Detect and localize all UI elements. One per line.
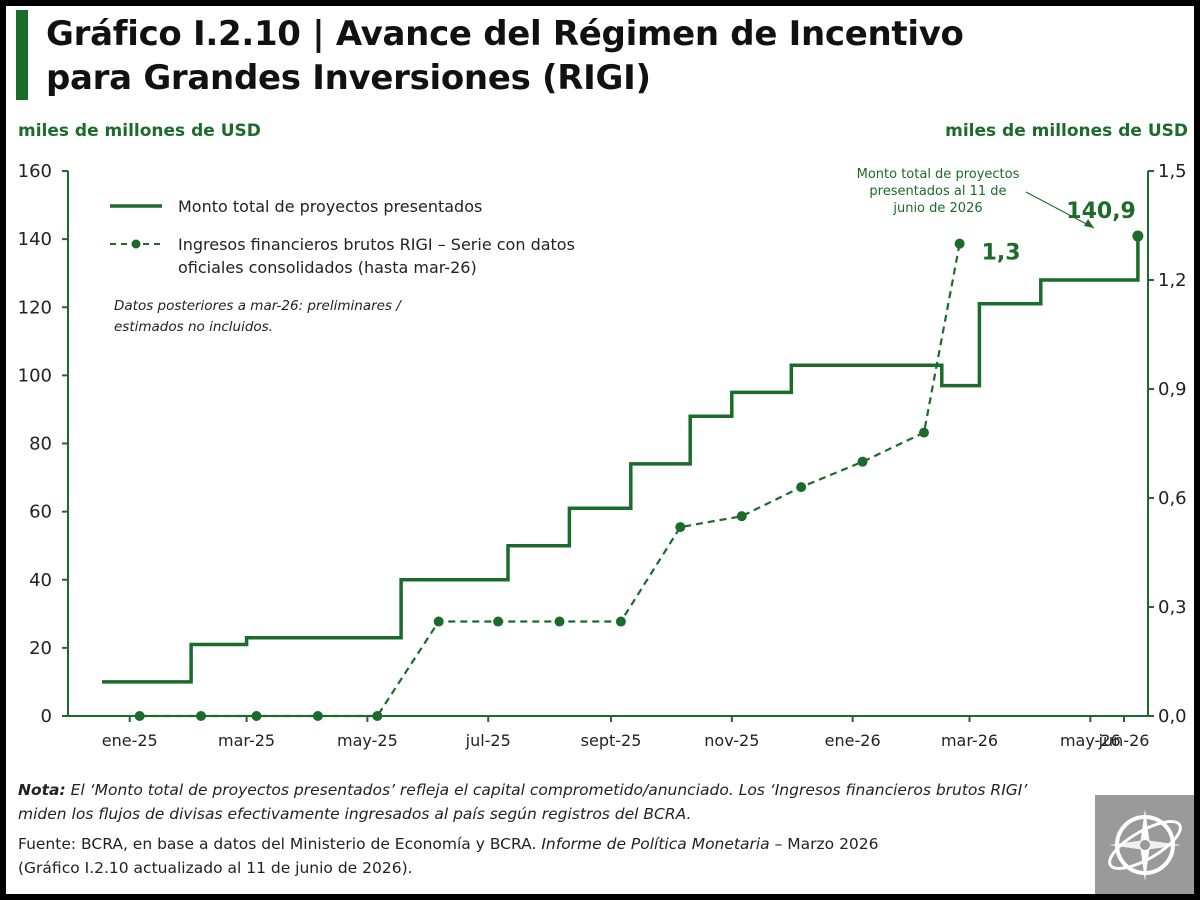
legend-label-monto: Monto total de proyectos presentados: [178, 197, 482, 216]
left-y-tick-label: 0: [41, 706, 52, 727]
left-y-tick-label: 80: [29, 434, 52, 455]
left-y-tick-label: 60: [29, 502, 52, 523]
series-layer: 140,9 1,3: [102, 199, 1144, 721]
left-axis-unit: miles de millones de USD: [18, 121, 261, 141]
right-axis-unit: miles de millones de USD: [945, 121, 1188, 141]
left-y-tick-label: 40: [29, 570, 52, 591]
legend-note-line2: estimados no incluidos.: [114, 319, 273, 335]
legend-label-ingresos-line1: Ingresos financieros brutos RIGI – Serie…: [178, 235, 575, 254]
data-point-ingresos: [493, 616, 504, 627]
right-y-tick-label: 0,6: [1158, 488, 1187, 509]
note-text: El ‘Monto total de proyectos presentados…: [18, 781, 1028, 823]
right-y-tick-label: 0,9: [1158, 379, 1187, 400]
data-point-ingresos: [372, 711, 383, 721]
annotation-monto-total: Monto total de proyectos presentados al …: [857, 167, 1095, 229]
annotation-arrowhead: [1084, 219, 1094, 228]
note-paragraph: Nota: El ‘Monto total de proyectos prese…: [18, 778, 1078, 826]
data-point-ingresos: [554, 616, 565, 627]
data-point-ingresos: [736, 511, 747, 522]
data-point-ingresos: [954, 238, 965, 249]
data-point-ingresos: [918, 427, 929, 438]
left-y-tick-label: 100: [18, 365, 52, 386]
data-point-ingresos: [134, 711, 145, 721]
x-tick-label: mar-25: [218, 731, 275, 750]
annotation-line2: presentados al 11 de: [869, 184, 1006, 199]
x-tick-label: sept-25: [581, 731, 642, 750]
x-tick-label: mar-26: [941, 731, 998, 750]
footer-notes: Nota: El ‘Monto total de proyectos prese…: [18, 778, 1078, 880]
title-line-1: Gráfico I.2.10 | Avance del Régimen de I…: [46, 14, 964, 54]
data-point-ingresos: [796, 482, 807, 493]
annotation-line1: Monto total de proyectos: [857, 167, 1020, 182]
data-point-ingresos: [857, 456, 868, 467]
data-point-ingresos: [196, 711, 207, 721]
series-line-ingresos: [139, 243, 961, 718]
right-y-tick-label: 1,2: [1158, 270, 1187, 291]
left-y-tick-label: 20: [29, 638, 52, 659]
tick-labels: 0 20 40 60 80 100 120 140 160 0,0 0,3 0,6 0,9 1,2 1,5 e…: [18, 161, 1187, 750]
left-y-tick-label: 120: [18, 297, 52, 318]
endpoint-marker-monto: [1132, 230, 1144, 242]
x-tick-label: ene-25: [102, 731, 158, 750]
x-tick-label: may-25: [337, 731, 398, 750]
left-y-tick-label: 160: [18, 161, 52, 182]
x-tick-label: jul-25: [465, 731, 511, 750]
data-point-ingresos: [433, 616, 444, 627]
data-point-ingresos: [615, 616, 626, 627]
x-tick-label: nov-25: [704, 731, 759, 750]
end-label-ingresos: 1,3: [982, 241, 1021, 266]
annotation-line3: junio de 2026: [892, 201, 982, 216]
right-y-tick-label: 0,0: [1158, 706, 1187, 727]
title-accent-bar: [16, 10, 28, 100]
annotation-arrow: [1025, 191, 1095, 229]
chart-plot: miles de millones de USD miles de millon…: [18, 121, 1188, 750]
note-label: Nota:: [18, 781, 66, 799]
left-y-tick-label: 140: [18, 229, 52, 250]
legend-note-line1: Datos posteriores a mar-26: preliminares…: [114, 298, 402, 314]
x-tick-label: may-26: [1060, 731, 1121, 750]
data-point-ingresos: [675, 522, 686, 533]
title-line-2: para Grandes Inversiones (RIGI): [46, 58, 651, 98]
legend-marker-ingresos: [131, 239, 141, 249]
right-y-tick-label: 0,3: [1158, 597, 1187, 618]
legend-label-ingresos-line2: oficiales consolidados (hasta mar-26): [178, 258, 477, 277]
source-suffix: – Marzo 2026: [769, 835, 879, 853]
compass-globe-icon: [1095, 795, 1194, 894]
end-label-monto: 140,9: [1066, 199, 1136, 224]
source-line-2: (Gráfico I.2.10 actualizado al 11 de jun…: [18, 859, 413, 877]
x-tick-label: ene-26: [825, 731, 881, 750]
data-point-ingresos: [312, 711, 323, 721]
series-line-monto-total: [102, 236, 1140, 684]
source-paragraph: Fuente: BCRA, en base a datos del Minist…: [18, 832, 1078, 856]
data-point-ingresos: [251, 711, 262, 721]
chart-title: Gráfico I.2.10 | Avance del Régimen de I…: [46, 12, 964, 100]
right-y-tick-label: 1,5: [1158, 161, 1187, 182]
source-publication: Informe de Política Monetaria: [541, 835, 770, 853]
x-tick-label: jun-26: [1098, 731, 1150, 750]
source-prefix: Fuente: BCRA, en base a datos del Minist…: [18, 835, 542, 853]
legend: Monto total de proyectos presentados Ing…: [110, 197, 575, 335]
chart-figure: Gráfico I.2.10 | Avance del Régimen de I…: [6, 6, 1194, 894]
